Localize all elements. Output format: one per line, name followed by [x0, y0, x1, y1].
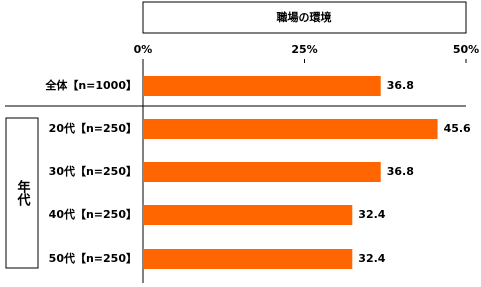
y-tick-label: 40代【n=250】 [49, 207, 137, 221]
bar [143, 76, 381, 96]
y-tick-label: 20代【n=250】 [49, 121, 137, 135]
bar [143, 249, 353, 269]
group-label: 年代 [15, 179, 32, 207]
y-tick-label: 全体【n=1000】 [44, 78, 137, 92]
value-label: 32.4 [358, 252, 385, 265]
bar [143, 119, 438, 139]
y-tick-label: 50代【n=250】 [49, 251, 137, 265]
value-label: 36.8 [387, 165, 414, 178]
bar [143, 162, 381, 182]
x-tick-label: 50% [453, 43, 479, 56]
value-label: 32.4 [358, 208, 385, 221]
x-tick-label: 25% [291, 43, 317, 56]
x-tick-label: 0% [134, 43, 153, 56]
bar [143, 205, 353, 225]
title-box [142, 1, 467, 34]
value-label: 36.8 [387, 79, 414, 92]
group-box [5, 117, 39, 269]
y-tick-label: 30代【n=250】 [49, 164, 137, 178]
value-label: 45.6 [444, 122, 471, 135]
chart-title: 職場の環境 [277, 10, 332, 24]
